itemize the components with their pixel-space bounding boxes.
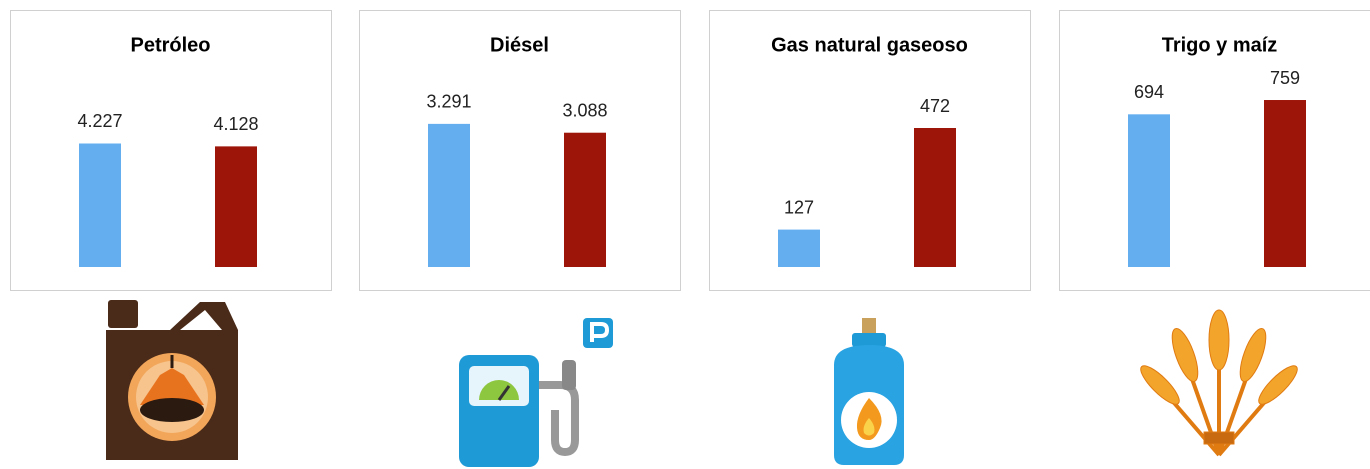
dashboard: Petróleo 4.227 4.128 Diésel 3.291 3.088 Gas na… (0, 0, 1370, 469)
chart-panel: Trigo y maíz 694 759 (1060, 11, 1370, 291)
chart-title: Diésel (490, 34, 549, 56)
bar (564, 133, 606, 267)
chart-title: Gas natural gaseoso (771, 34, 968, 56)
wheat-icon (1136, 310, 1302, 455)
bar (778, 230, 820, 267)
chart-panel: Gas natural gaseoso 127 472 (710, 11, 1031, 291)
chart-title: Trigo y maíz (1162, 34, 1278, 56)
bar (1128, 114, 1170, 267)
bar (428, 124, 470, 267)
bar (79, 143, 121, 267)
value-label: 759 (1270, 68, 1300, 88)
value-label: 4.128 (213, 114, 258, 134)
chart-panel: Petróleo 4.227 4.128 (11, 11, 332, 291)
value-label: 3.088 (562, 100, 607, 120)
value-label: 694 (1134, 82, 1164, 102)
bar (914, 128, 956, 267)
fuel-pump-icon (459, 318, 613, 467)
gas-cylinder-icon (834, 318, 904, 465)
value-label: 472 (920, 96, 950, 116)
oil-can-icon (106, 300, 238, 460)
chart-panel: Diésel 3.291 3.088 (360, 11, 681, 291)
chart-title: Petróleo (130, 34, 210, 56)
value-label: 4.227 (77, 111, 122, 131)
value-label: 127 (784, 197, 814, 217)
bar (215, 146, 257, 267)
bar (1264, 100, 1306, 267)
value-label: 3.291 (426, 92, 471, 112)
